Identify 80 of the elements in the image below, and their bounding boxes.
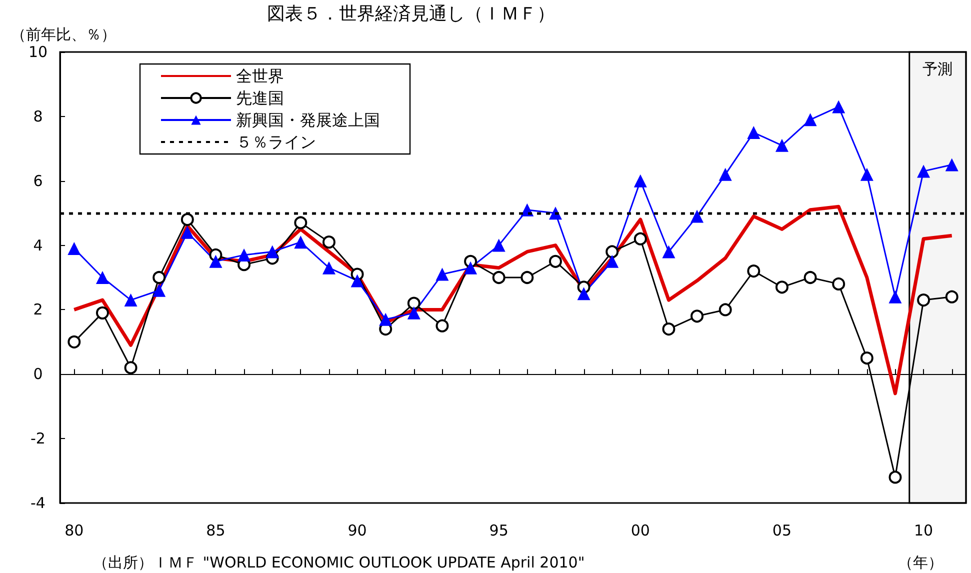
y-tick-label: -4 xyxy=(30,494,46,512)
point xyxy=(96,271,109,284)
x-tick-label: 00 xyxy=(630,522,650,540)
point xyxy=(718,168,732,181)
point xyxy=(690,210,704,223)
band-label: 予測 xyxy=(922,60,953,78)
point xyxy=(945,290,958,304)
point xyxy=(68,242,81,256)
point xyxy=(68,335,81,348)
chart-title: 図表５．世界経済見通し（ＩＭＦ） xyxy=(267,4,555,24)
point xyxy=(96,306,109,320)
point xyxy=(322,261,336,274)
point xyxy=(436,319,449,332)
point xyxy=(747,126,760,140)
x-tick-label: 85 xyxy=(206,522,226,540)
point xyxy=(152,271,166,284)
point xyxy=(690,310,704,323)
point xyxy=(606,254,619,268)
x-tick-label: 10 xyxy=(914,522,934,540)
point xyxy=(294,216,308,230)
point xyxy=(520,271,534,284)
point xyxy=(492,238,506,252)
y-tick-label: 4 xyxy=(33,236,43,254)
point xyxy=(238,248,251,262)
point xyxy=(634,232,647,246)
point xyxy=(634,174,647,188)
point xyxy=(436,268,449,281)
point xyxy=(662,245,676,258)
point xyxy=(804,271,817,284)
point xyxy=(860,352,874,365)
y-axis-title: （前年比、％） xyxy=(11,26,116,44)
y-tick-label: 10 xyxy=(28,43,48,61)
point xyxy=(888,290,902,304)
x-tick-label: 80 xyxy=(64,522,84,540)
point xyxy=(775,280,788,294)
legend-label: 先進国 xyxy=(236,88,284,108)
point xyxy=(577,287,590,300)
point xyxy=(407,306,420,320)
y-tick-label: 6 xyxy=(33,172,43,190)
legend-label: ５％ライン xyxy=(236,132,316,152)
point xyxy=(747,264,760,278)
point xyxy=(152,284,166,297)
point xyxy=(888,470,902,484)
point xyxy=(124,361,138,374)
point xyxy=(775,138,788,152)
y-tick-label: 8 xyxy=(33,107,43,126)
y-tick-label: 0 xyxy=(33,365,43,384)
point xyxy=(832,277,846,290)
legend-label: 新興国・発展途上国 xyxy=(236,110,380,130)
point xyxy=(180,226,194,239)
x-tick-label: 05 xyxy=(772,522,792,540)
point xyxy=(662,322,676,336)
point xyxy=(492,271,506,284)
point xyxy=(464,261,478,274)
point xyxy=(860,168,874,181)
point xyxy=(266,245,279,258)
x-tick-label: 90 xyxy=(348,522,367,540)
point xyxy=(917,164,930,178)
y-tick-label: 2 xyxy=(33,300,43,319)
point xyxy=(407,296,420,310)
point xyxy=(350,274,364,288)
point xyxy=(322,236,336,249)
point xyxy=(804,113,817,126)
line-series xyxy=(72,204,954,396)
point xyxy=(945,158,958,172)
x-tick-label: 95 xyxy=(489,522,508,540)
point xyxy=(606,245,619,258)
text: （出所）ＩＭＦ "WORLD ECONOMIC OUTLOOK UPDATE April 2010" xyxy=(93,554,585,572)
point xyxy=(180,213,194,226)
point xyxy=(548,254,562,268)
point xyxy=(124,294,138,307)
point xyxy=(294,236,308,249)
point xyxy=(832,100,846,114)
y-tick-label: -2 xyxy=(30,430,46,448)
point xyxy=(379,312,392,326)
x-axis-title: （年） xyxy=(898,554,943,572)
legend-label: 全世界 xyxy=(236,66,284,86)
point xyxy=(209,254,222,268)
point xyxy=(718,303,732,316)
point xyxy=(917,294,930,307)
